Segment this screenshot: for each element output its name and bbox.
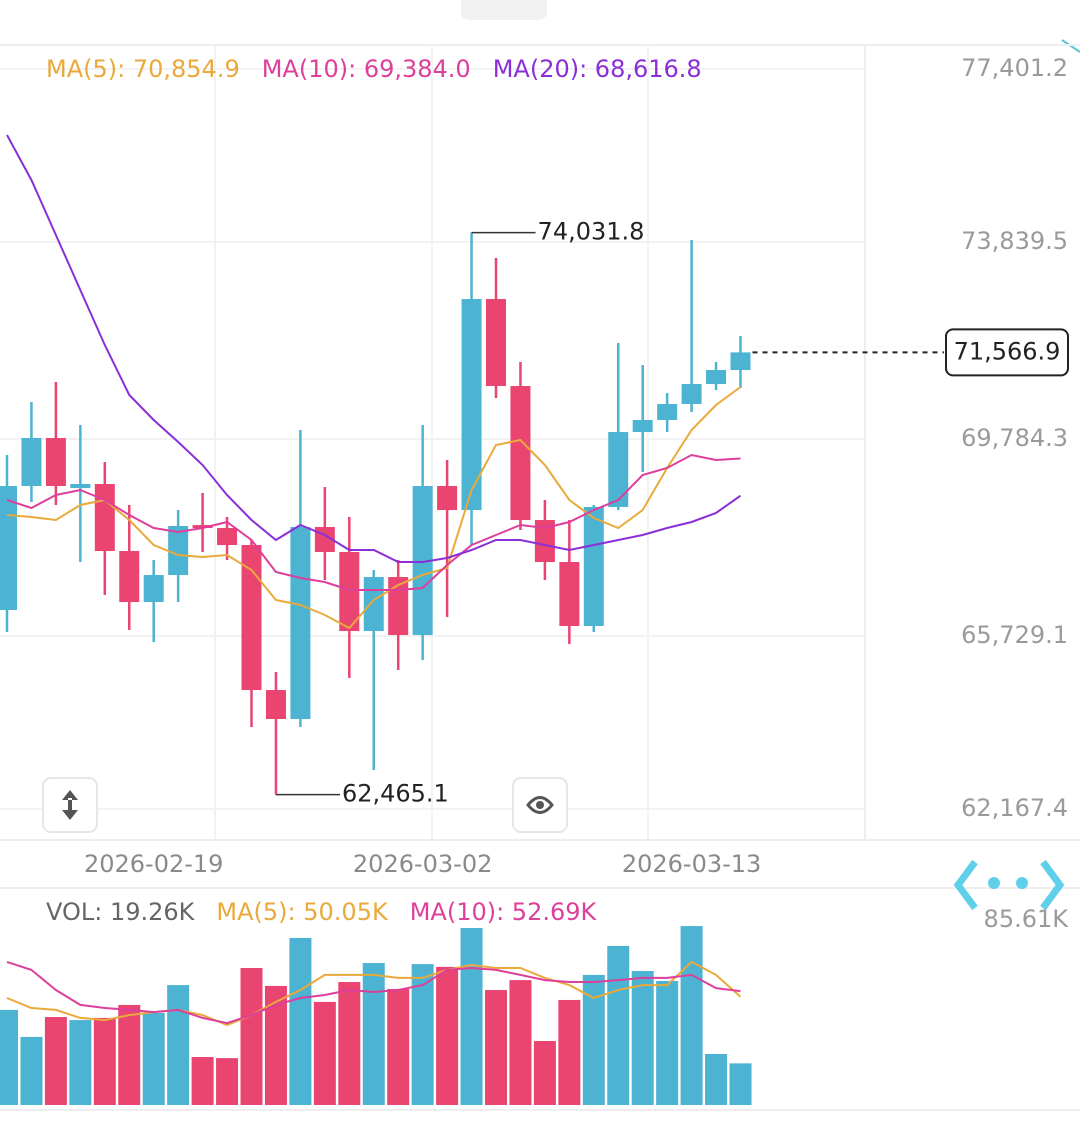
volume-bar xyxy=(705,1054,728,1105)
volume-bar xyxy=(264,985,287,1105)
candle-body xyxy=(412,486,433,636)
ma-line xyxy=(6,453,741,591)
volume-ma-line xyxy=(6,960,741,1025)
last-price-label: 71,566.9 xyxy=(954,337,1061,365)
volume-bar xyxy=(656,980,679,1105)
volume-ma-line xyxy=(6,960,742,1027)
marks: 62,167.4 65,729.1 69,784.3 73,839.5 77,401.2… xyxy=(0,54,1069,1105)
nav-widget[interactable] xyxy=(953,859,1065,911)
volume-bar xyxy=(680,926,703,1105)
legend-entry: MA(5): 50.05K xyxy=(216,898,389,926)
volume-bar xyxy=(411,964,434,1105)
candle-body xyxy=(363,577,384,632)
volume-bar xyxy=(607,945,630,1105)
visibility-button[interactable] xyxy=(512,777,568,833)
nav-right xyxy=(1040,859,1065,911)
y-tick-label: 77,401.2 xyxy=(961,54,1068,82)
legend-entry: MA(10): 69,384.0 xyxy=(262,55,471,83)
nav-left xyxy=(953,859,978,911)
candle-body xyxy=(217,528,238,546)
candle-body xyxy=(559,562,580,627)
candle-body xyxy=(70,484,91,489)
candle-body xyxy=(657,404,678,421)
volume-bar xyxy=(0,1009,18,1105)
nav-dot xyxy=(988,877,1000,889)
volume-bar xyxy=(582,974,605,1105)
volume-bar xyxy=(313,1001,336,1105)
volume-bar xyxy=(436,966,459,1105)
volume-bar xyxy=(460,928,483,1105)
candle-body xyxy=(437,486,458,511)
candle-body xyxy=(681,384,702,405)
x-tick-label: 2026-03-13 xyxy=(622,850,761,878)
candle-body xyxy=(510,386,531,521)
candle-body xyxy=(143,575,164,603)
low-label: 62,465.1 xyxy=(342,780,449,808)
volume-bar xyxy=(142,1012,165,1105)
candle-body xyxy=(706,370,727,385)
candle-body xyxy=(583,507,604,627)
volume-bar xyxy=(191,1057,214,1105)
y-tick-label: 62,167.4 xyxy=(961,794,1068,822)
candle-body xyxy=(94,484,115,552)
volume-bar xyxy=(118,1004,141,1105)
arrows-icon xyxy=(62,790,78,820)
high-label: 74,031.8 xyxy=(538,218,645,246)
candle-body xyxy=(388,577,409,636)
y-tick-label: 69,784.3 xyxy=(961,424,1068,452)
x-tick-label: 2026-02-19 xyxy=(84,850,223,878)
candle-body xyxy=(486,299,506,387)
candle-body xyxy=(241,545,262,691)
candle-body xyxy=(608,432,629,508)
legend-entry: MA(5): 70,854.9 xyxy=(46,55,240,83)
volume-bar xyxy=(558,999,581,1105)
ma-line xyxy=(6,386,742,630)
candle-body xyxy=(192,525,213,529)
candle-body xyxy=(632,420,653,433)
volume-bar xyxy=(216,1058,239,1105)
eye-icon xyxy=(526,796,554,814)
nav-dot xyxy=(1016,877,1028,889)
volume-bar xyxy=(69,1020,92,1105)
y-tick-label: 73,839.5 xyxy=(961,227,1068,255)
y-tick-label: 85.61K xyxy=(984,905,1070,933)
legend-entry: VOL: 19.26K xyxy=(46,898,196,926)
volume-bar xyxy=(20,1036,43,1105)
tab-pill[interactable] xyxy=(461,0,547,20)
volume-bar xyxy=(485,990,507,1105)
volume-bar xyxy=(387,988,410,1105)
volume-bar xyxy=(362,963,385,1105)
candle-body xyxy=(730,352,751,371)
candle-body xyxy=(461,299,482,511)
volume-bar xyxy=(533,1041,556,1105)
candle-body xyxy=(168,526,189,576)
volume-bar xyxy=(93,1017,116,1105)
x-tick-label: 2026-03-02 xyxy=(353,850,492,878)
volume-bar xyxy=(44,1017,67,1105)
candle-body xyxy=(265,690,286,720)
last-price-box xyxy=(945,328,1069,377)
candle-body xyxy=(0,486,17,611)
candle-body xyxy=(534,520,555,563)
legend-entry: MA(20): 68,616.8 xyxy=(493,55,702,83)
candle-body xyxy=(290,527,311,720)
eye-pupil xyxy=(536,801,544,809)
candle-body xyxy=(119,551,140,603)
legend-entry: MA(10): 52.69K xyxy=(410,898,598,926)
resize-button[interactable] xyxy=(42,777,98,833)
volume-bar xyxy=(729,1063,752,1105)
candle-body xyxy=(45,438,66,487)
ma-line xyxy=(6,134,742,563)
volume-bar xyxy=(338,982,361,1105)
candle-body xyxy=(21,438,42,487)
y-tick-label: 65,729.1 xyxy=(961,621,1068,649)
volume-bar xyxy=(167,985,190,1105)
candle-body xyxy=(339,552,360,632)
volume-bar xyxy=(509,980,532,1105)
volume-bar xyxy=(289,937,312,1105)
volume-bar xyxy=(240,967,263,1105)
volume-bar xyxy=(631,971,654,1105)
